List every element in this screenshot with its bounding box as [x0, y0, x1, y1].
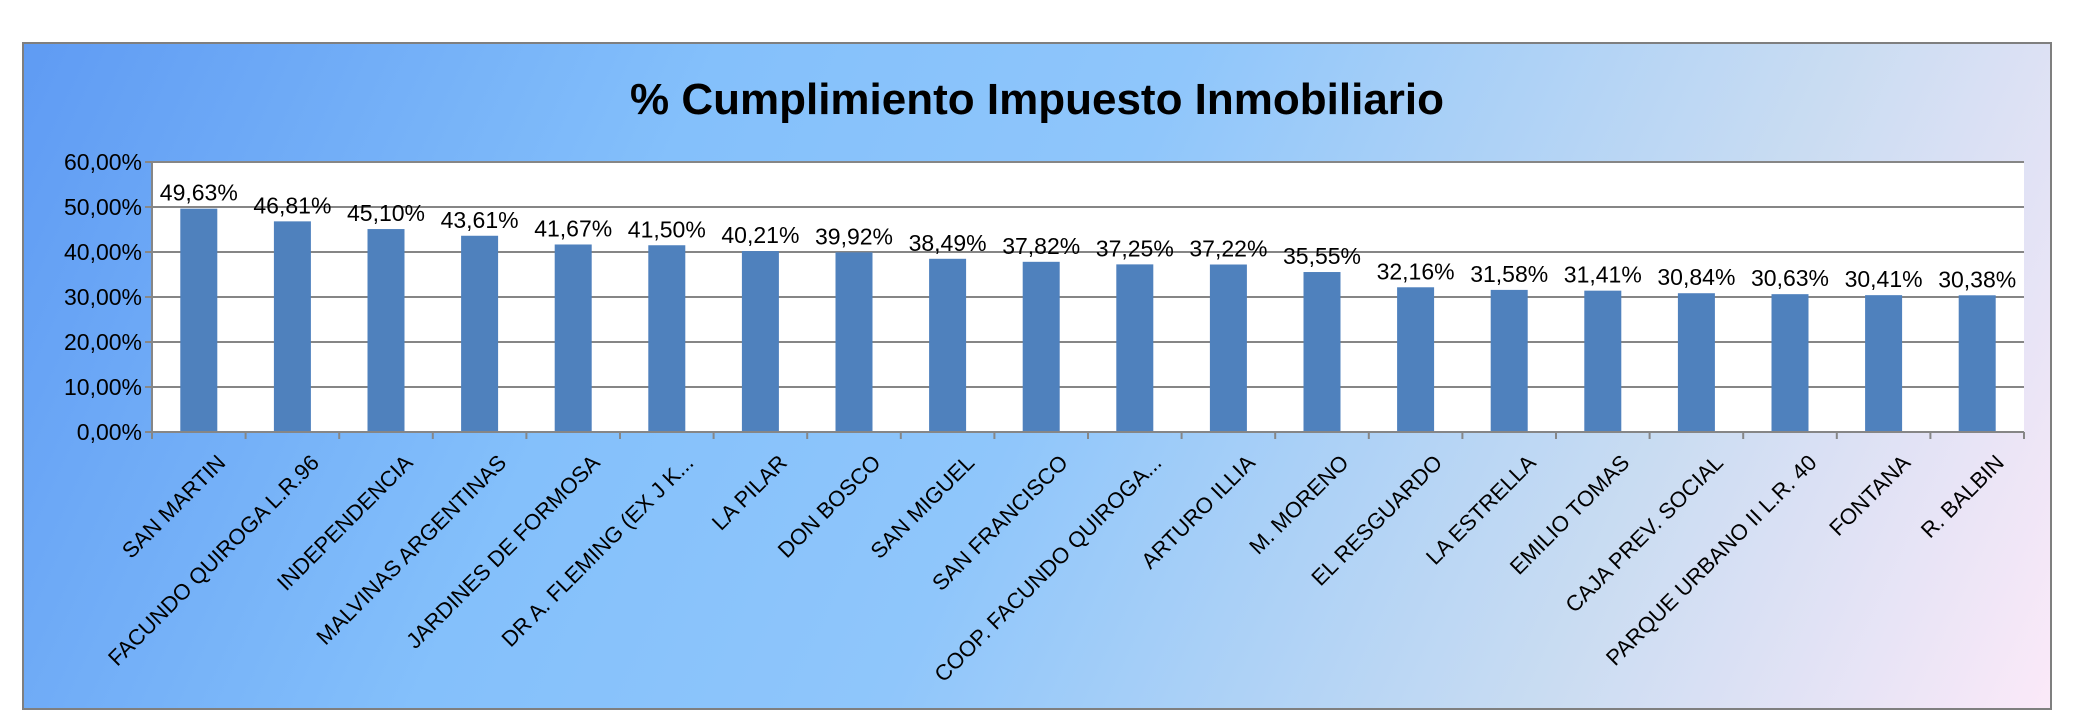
x-tick-label: MALVINAS ARGENTINAS [311, 450, 511, 650]
data-label: 37,22% [1189, 236, 1267, 262]
bar [1209, 264, 1247, 432]
y-tick-label: 20,00% [64, 329, 142, 355]
data-labels: 49,63% 46,81% 45,10% 43,61% 41,67% 41,50% 40,2… [160, 180, 2016, 293]
data-label: 39,92% [815, 223, 893, 249]
bar [367, 229, 405, 432]
x-tick-label: LA PILAR [707, 450, 792, 535]
data-label: 45,10% [347, 200, 425, 226]
data-label: 37,82% [1002, 233, 1080, 259]
bars [180, 208, 1996, 432]
x-tick-label: JARDINES DE FORMOSA [401, 450, 605, 654]
y-tick-label: 0,00% [77, 419, 142, 445]
bar [554, 244, 592, 432]
data-label: 31,58% [1470, 261, 1548, 287]
bar [929, 258, 967, 432]
y-tick-label: 10,00% [64, 374, 142, 400]
bar [1116, 264, 1154, 432]
x-tick-label: DR A. FLEMING (EX J K... [497, 450, 699, 652]
bar-chart: % Cumplimiento Impuesto Inmobiliario 0,0… [64, 75, 2025, 687]
bar [741, 251, 779, 432]
x-tick-label: CAJA PREV. SOCIAL [1560, 450, 1728, 618]
data-label: 32,16% [1377, 258, 1455, 284]
bar [1771, 294, 1809, 432]
x-tick-label: FONTANA [1824, 450, 1915, 541]
chart-title: % Cumplimiento Impuesto Inmobiliario [630, 75, 1444, 124]
y-tick-label: 30,00% [64, 284, 142, 310]
chart-frame: % Cumplimiento Impuesto Inmobiliario 0,0… [22, 42, 2052, 710]
data-label: 30,63% [1751, 265, 1829, 291]
bar [648, 245, 686, 432]
data-label: 46,81% [253, 192, 331, 218]
data-label: 35,55% [1283, 243, 1361, 269]
bar [1584, 290, 1622, 432]
data-label: 41,67% [534, 215, 612, 241]
y-tick-label: 60,00% [64, 149, 142, 175]
bar [1677, 293, 1715, 432]
data-label: 30,38% [1938, 266, 2016, 292]
bar [180, 208, 218, 432]
data-label: 41,50% [628, 216, 706, 242]
data-label: 37,25% [1096, 235, 1174, 261]
bar [1397, 287, 1435, 432]
bar [835, 252, 873, 432]
bar [1490, 289, 1528, 432]
data-label: 30,41% [1845, 266, 1923, 292]
y-tick-label: 50,00% [64, 194, 142, 220]
data-label: 30,84% [1657, 264, 1735, 290]
bar [1303, 272, 1341, 432]
data-label: 43,61% [441, 207, 519, 233]
bar [1022, 261, 1060, 432]
y-tick-label: 40,00% [64, 239, 142, 265]
data-label: 31,41% [1564, 262, 1642, 288]
bar [461, 235, 499, 432]
data-label: 40,21% [721, 222, 799, 248]
bar [1958, 295, 1996, 432]
data-label: 38,49% [909, 230, 987, 256]
bar [1865, 295, 1903, 432]
x-tick-label: R. BALBIN [1916, 450, 2009, 543]
data-label: 49,63% [160, 180, 238, 206]
bar [273, 221, 311, 432]
